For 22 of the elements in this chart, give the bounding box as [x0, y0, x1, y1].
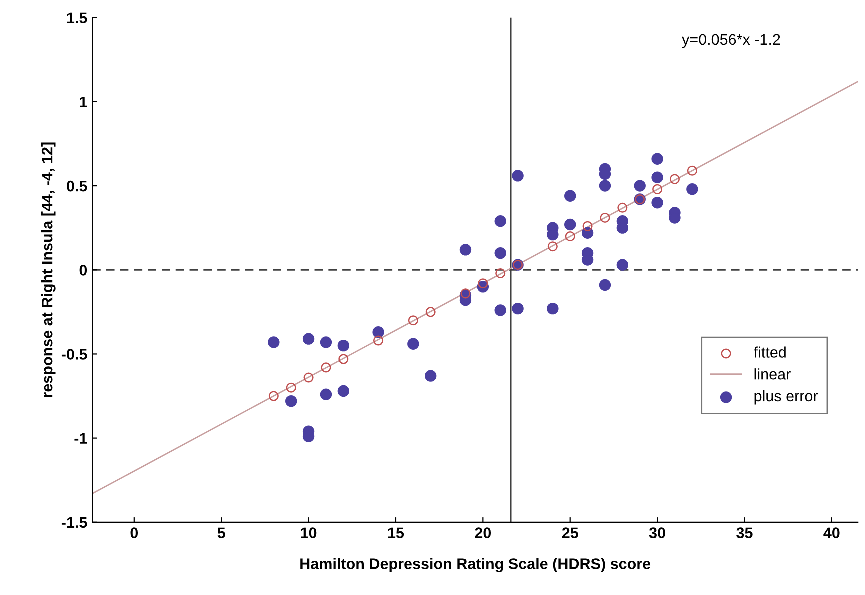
- y-tick-label: -1: [74, 433, 88, 444]
- y-axis-title: response at Right Insula [44, -4, 12]: [42, 142, 56, 398]
- annotation: y=0.056*x -1.2: [682, 34, 780, 48]
- y-tick-label: 1.5: [67, 12, 88, 24]
- x-tick-label: 15: [388, 528, 404, 538]
- y-tick-label: 0: [80, 265, 88, 276]
- legend-label: plus error: [754, 390, 818, 405]
- x-tick-label: 25: [562, 528, 578, 538]
- y-tick-label: -0.5: [62, 349, 88, 360]
- x-tick-label: 5: [218, 528, 226, 538]
- legend-label: linear: [754, 368, 791, 380]
- x-tick-label: 30: [649, 528, 666, 539]
- y-tick-label: -1.5: [62, 517, 88, 528]
- x-tick-label: 20: [475, 528, 492, 538]
- x-tick-label: 40: [824, 528, 840, 538]
- legend-label: fitted: [754, 346, 786, 358]
- y-tick-label: 0.5: [67, 180, 88, 192]
- x-tick-label: 0: [130, 528, 138, 538]
- x-tick-label: 35: [736, 528, 753, 539]
- y-tick-label: 1: [80, 96, 88, 108]
- x-axis-title: Hamilton Depression Rating Scale (HDRS) score: [300, 558, 651, 572]
- x-tick-label: 10: [301, 528, 317, 538]
